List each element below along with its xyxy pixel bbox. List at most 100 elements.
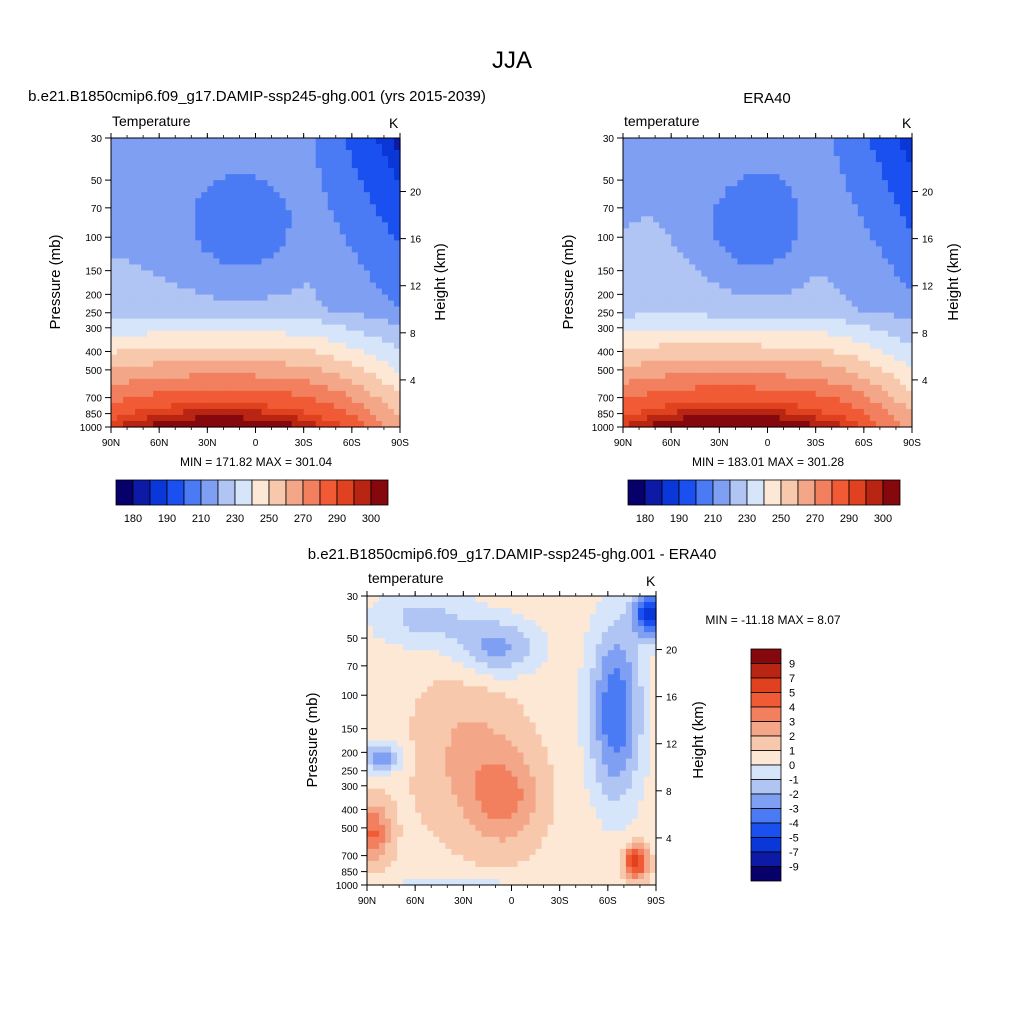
contour-cell bbox=[833, 420, 841, 428]
contour-cell bbox=[297, 312, 305, 320]
contour-cell bbox=[689, 216, 696, 223]
contour-cell bbox=[147, 216, 154, 223]
contour-cell bbox=[683, 384, 690, 392]
contour-cell bbox=[827, 270, 835, 278]
contour-cell bbox=[743, 168, 751, 175]
contour-cell bbox=[647, 192, 654, 199]
contour-cell bbox=[629, 342, 636, 350]
colorbar-swatch bbox=[865, 479, 884, 506]
contour-cell bbox=[195, 168, 202, 175]
contour-cell bbox=[863, 258, 871, 266]
contour-cell bbox=[339, 336, 347, 344]
contour-cell bbox=[863, 408, 871, 416]
panel-diff-variable-label: temperature bbox=[368, 570, 444, 586]
contour-cell bbox=[659, 174, 666, 181]
contour-cell bbox=[803, 180, 811, 187]
contour-cell bbox=[255, 222, 263, 229]
contour-cell bbox=[261, 336, 269, 344]
contour-cell bbox=[309, 204, 317, 211]
contour-cell bbox=[303, 306, 311, 314]
contour-cell bbox=[177, 234, 184, 241]
contour-cell bbox=[171, 348, 178, 356]
contour-cell bbox=[649, 602, 657, 609]
contour-cell bbox=[369, 216, 377, 223]
contour-cell bbox=[845, 318, 853, 326]
contour-cell bbox=[743, 396, 751, 404]
contour-cell bbox=[623, 246, 630, 253]
contour-cell bbox=[171, 246, 178, 253]
contour-cell bbox=[369, 180, 377, 187]
contour-cell bbox=[219, 258, 226, 266]
contour-cell bbox=[629, 144, 636, 151]
contour-cell bbox=[171, 144, 178, 151]
contour-cell bbox=[809, 204, 817, 211]
contour-cell bbox=[273, 222, 281, 229]
contour-cell bbox=[659, 312, 666, 320]
contour-cell bbox=[387, 240, 395, 247]
contour-cell bbox=[285, 318, 293, 326]
contour-cell bbox=[641, 372, 648, 380]
contour-cell bbox=[261, 168, 269, 175]
contour-cell bbox=[339, 294, 347, 302]
contour-cell bbox=[243, 264, 251, 272]
contour-cell bbox=[309, 174, 317, 181]
contour-cell bbox=[153, 228, 160, 235]
contour-cell bbox=[629, 300, 636, 308]
contour-cell bbox=[887, 276, 895, 284]
contour-cell bbox=[749, 408, 757, 416]
contour-cell bbox=[875, 198, 883, 205]
contour-cell bbox=[165, 408, 172, 416]
contour-cell bbox=[743, 414, 751, 422]
contour-cell bbox=[279, 366, 287, 374]
contour-cell bbox=[623, 390, 630, 398]
contour-cell bbox=[291, 390, 299, 398]
contour-cell bbox=[189, 288, 196, 296]
contour-cell bbox=[701, 174, 708, 181]
contour-cell bbox=[309, 222, 317, 229]
contour-cell bbox=[297, 324, 305, 332]
contour-cell bbox=[393, 390, 401, 398]
contour-cell bbox=[839, 234, 847, 241]
contour-cell bbox=[393, 324, 401, 332]
contour-cell bbox=[273, 258, 281, 266]
contour-cell bbox=[899, 258, 907, 266]
contour-cell bbox=[267, 252, 275, 260]
contour-cell bbox=[177, 162, 184, 169]
contour-cell bbox=[345, 258, 353, 266]
contour-cell bbox=[285, 390, 293, 398]
contour-cell bbox=[339, 360, 347, 368]
contour-cell bbox=[677, 168, 684, 175]
contour-cell bbox=[809, 378, 817, 386]
contour-cell bbox=[761, 270, 769, 278]
contour-cell bbox=[881, 318, 889, 326]
contour-cell bbox=[791, 408, 799, 416]
contour-cell bbox=[273, 402, 281, 410]
contour-cell bbox=[761, 186, 769, 193]
contour-cell bbox=[833, 156, 841, 163]
contour-cell bbox=[659, 384, 666, 392]
contour-cell bbox=[339, 186, 347, 193]
contour-cell bbox=[189, 384, 196, 392]
contour-cell bbox=[671, 270, 678, 278]
contour-cell bbox=[153, 240, 160, 247]
contour-cell bbox=[839, 150, 847, 157]
contour-cell bbox=[665, 420, 672, 428]
contour-cell bbox=[369, 186, 377, 193]
contour-cell bbox=[129, 144, 136, 151]
contour-cell bbox=[231, 156, 239, 163]
contour-cell bbox=[857, 138, 865, 145]
contour-cell bbox=[333, 336, 341, 344]
contour-cell bbox=[869, 342, 877, 350]
contour-cell bbox=[369, 192, 377, 199]
contour-cell bbox=[369, 276, 377, 284]
contour-cell bbox=[333, 408, 341, 416]
contour-cell bbox=[183, 318, 190, 326]
contour-cell bbox=[327, 186, 335, 193]
contour-cell bbox=[845, 348, 853, 356]
contour-cell bbox=[761, 288, 769, 296]
contour-cell bbox=[767, 372, 775, 380]
contour-cell bbox=[375, 324, 383, 332]
contour-cell bbox=[237, 138, 245, 145]
contour-cell bbox=[129, 402, 136, 410]
contour-cell bbox=[683, 306, 690, 314]
